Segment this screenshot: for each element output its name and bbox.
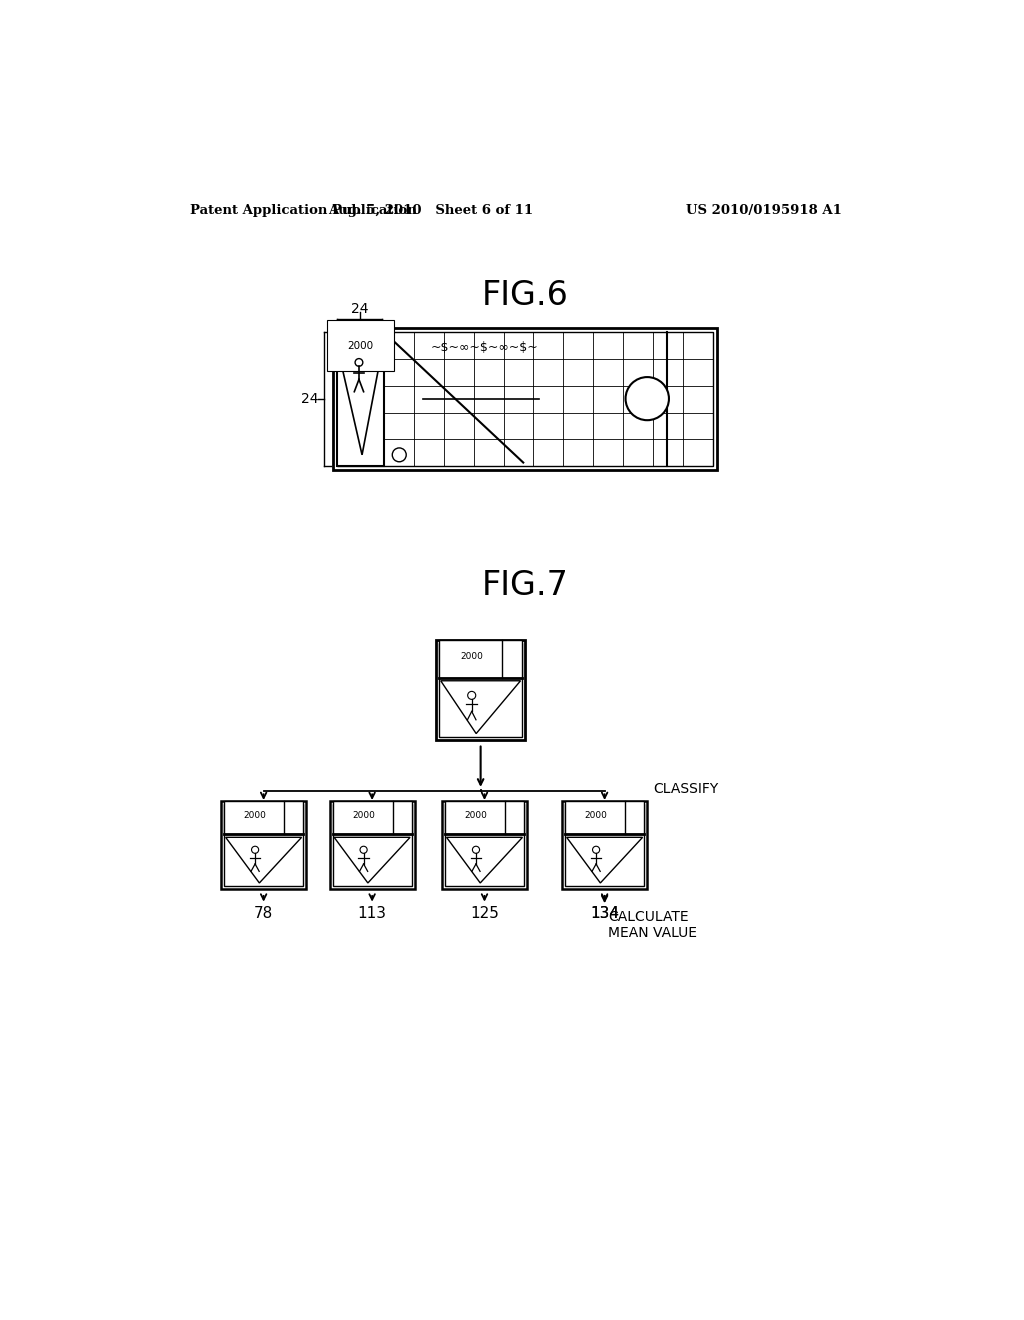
- Text: 2000: 2000: [352, 812, 375, 820]
- Circle shape: [360, 846, 368, 853]
- Circle shape: [593, 846, 600, 853]
- Text: FIG.7: FIG.7: [481, 569, 568, 602]
- Text: 2000: 2000: [585, 812, 607, 820]
- Text: 2000: 2000: [347, 341, 374, 351]
- Text: Aug. 5, 2010   Sheet 6 of 11: Aug. 5, 2010 Sheet 6 of 11: [328, 205, 532, 218]
- Bar: [439, 640, 522, 677]
- Bar: [565, 800, 644, 834]
- Bar: [436, 640, 525, 739]
- Bar: [224, 800, 303, 834]
- Circle shape: [468, 692, 476, 700]
- Text: 2000: 2000: [460, 652, 483, 661]
- Text: 2000: 2000: [465, 812, 487, 820]
- Circle shape: [472, 846, 479, 853]
- Polygon shape: [446, 837, 522, 883]
- Text: 78: 78: [254, 907, 273, 921]
- Text: CLASSIFY: CLASSIFY: [653, 781, 719, 796]
- Text: FIG.6: FIG.6: [481, 279, 568, 312]
- Bar: [221, 800, 306, 890]
- Text: US 2010/0195918 A1: US 2010/0195918 A1: [686, 205, 842, 218]
- Bar: [565, 804, 644, 886]
- Polygon shape: [334, 837, 410, 883]
- Polygon shape: [440, 681, 520, 734]
- Bar: [337, 331, 713, 466]
- Polygon shape: [566, 837, 643, 883]
- Text: Patent Application Publication: Patent Application Publication: [190, 205, 417, 218]
- Bar: [439, 643, 522, 737]
- Bar: [224, 804, 303, 886]
- Text: 24: 24: [351, 302, 369, 317]
- Text: 113: 113: [357, 907, 387, 921]
- Bar: [445, 800, 524, 834]
- Text: 134: 134: [590, 907, 620, 921]
- Polygon shape: [225, 837, 302, 883]
- Text: ~$~∞~$~∞~$~: ~$~∞~$~∞~$~: [431, 341, 539, 354]
- Circle shape: [355, 359, 362, 367]
- Text: 134: 134: [590, 907, 620, 921]
- Polygon shape: [339, 354, 381, 455]
- Text: 125: 125: [470, 907, 499, 921]
- Text: CALCULATE
MEAN VALUE: CALCULATE MEAN VALUE: [608, 909, 697, 940]
- Bar: [337, 331, 384, 466]
- Circle shape: [392, 447, 407, 462]
- Circle shape: [252, 846, 259, 853]
- Text: 24: 24: [301, 392, 318, 407]
- Bar: [330, 800, 415, 890]
- Text: 2000: 2000: [244, 812, 266, 820]
- Bar: [562, 800, 647, 890]
- Bar: [333, 804, 412, 886]
- Bar: [445, 804, 524, 886]
- Bar: [333, 800, 412, 834]
- Bar: [442, 800, 527, 890]
- Bar: [334, 327, 717, 470]
- Circle shape: [626, 378, 669, 420]
